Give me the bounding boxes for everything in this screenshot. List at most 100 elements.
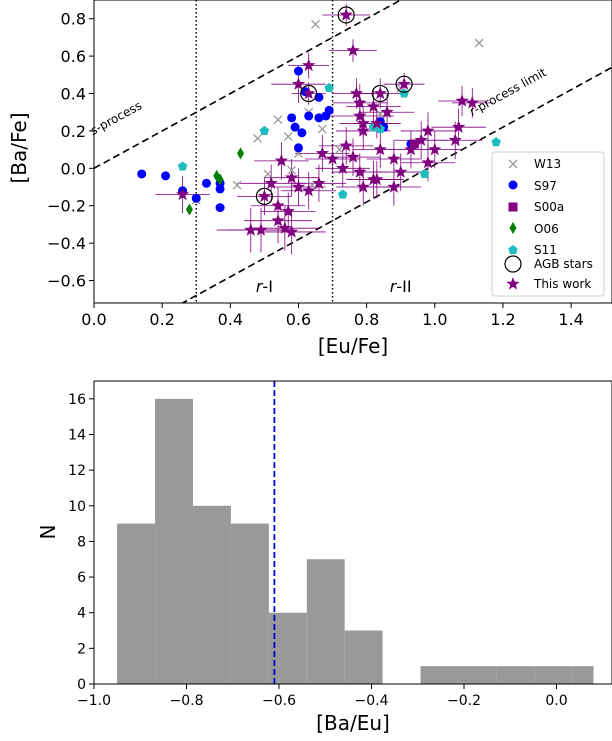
x-tick-label: −0.6	[262, 693, 296, 709]
point-this-work	[285, 224, 299, 238]
legend-label-s97: S97	[534, 179, 557, 193]
point-this-work	[414, 133, 428, 146]
point-this-work	[274, 153, 289, 167]
point-this-work	[366, 99, 381, 113]
r-process-limit-label: r-process limit	[467, 65, 549, 119]
region-label-r-II: r-II	[390, 277, 412, 296]
scatter-panel: r-I r-II s-process r-process limit 0.0 0.…	[7, 0, 612, 358]
y-axis-ticks: 0 2 4 6 8 10 12 14 16	[68, 392, 94, 693]
x-tick-label: 1.0	[422, 310, 447, 329]
histogram-bar	[534, 666, 573, 684]
y-tick-label: 0.4	[61, 85, 86, 104]
point-this-work	[356, 123, 370, 137]
histogram-bar	[420, 666, 459, 684]
legend-label-s11: S11	[534, 243, 557, 257]
legend-marker-this-work	[506, 277, 520, 290]
point-agb-stars	[395, 75, 413, 93]
point-this-work	[302, 183, 316, 197]
point-this-work	[291, 77, 306, 90]
point-o06	[185, 203, 193, 216]
x-tick-label: 0.6	[286, 310, 311, 329]
legend-marker-agb-stars	[504, 255, 522, 273]
legend: W13 S97 S00a O06 S11 AGB stars This work	[491, 151, 605, 297]
histogram-bar	[155, 398, 193, 684]
point-s11	[491, 137, 501, 147]
point-s11	[324, 82, 334, 92]
point-s97	[321, 111, 331, 121]
point-s97	[201, 178, 211, 188]
point-s11	[419, 168, 430, 178]
point-s97	[161, 171, 171, 181]
histogram-bar	[306, 559, 345, 684]
y-tick-label: 6	[77, 570, 86, 586]
legend-label-o06: O06	[534, 222, 559, 236]
x-tick-label: 0.0	[81, 310, 106, 329]
y-tick-label: −0.2	[47, 197, 86, 216]
point-this-work	[404, 142, 418, 156]
point-this-work	[370, 116, 384, 130]
point-this-work	[264, 176, 278, 189]
y-tick-label: 0.0	[61, 159, 86, 178]
point-s97	[293, 143, 303, 153]
point-s11	[399, 88, 409, 98]
x-tick-label: −1.0	[77, 693, 111, 709]
point-this-work	[373, 86, 387, 100]
point-w13	[311, 19, 320, 29]
point-this-work	[455, 94, 469, 107]
point-agb-stars	[300, 84, 318, 103]
legend-marker-s11	[508, 245, 518, 255]
x-tick-label: −0.2	[447, 693, 481, 709]
point-this-work	[346, 43, 360, 57]
point-this-work	[448, 133, 462, 146]
legend-marker-w13	[508, 159, 518, 169]
point-this-work	[285, 170, 299, 184]
y-tick-label: 0.8	[61, 10, 86, 29]
point-this-work	[387, 180, 401, 193]
point-agb-stars	[371, 84, 389, 103]
y-axis-label: [Ba/Fe]	[7, 112, 31, 183]
point-w13	[273, 115, 283, 125]
point-this-work	[339, 138, 353, 152]
point-s97	[215, 203, 225, 213]
region-label-r-I: r-I	[256, 277, 273, 296]
point-this-work	[356, 180, 370, 193]
point-this-work	[421, 123, 435, 137]
y-tick-label: −0.6	[47, 272, 86, 291]
point-s97	[293, 66, 303, 76]
point-this-work	[312, 176, 326, 189]
point-this-work	[387, 151, 401, 165]
legend-label-this-work: This work	[533, 277, 591, 291]
point-s97	[314, 113, 324, 123]
point-this-work	[278, 221, 292, 234]
point-o06	[237, 147, 245, 160]
histogram-bar	[344, 630, 383, 684]
reference-lines	[94, 0, 612, 303]
legend-label-s00a: S00a	[534, 200, 564, 214]
point-this-work	[271, 213, 285, 227]
point-this-work	[353, 95, 367, 109]
y-tick-label: 14	[68, 427, 86, 443]
point-s11	[259, 125, 270, 135]
legend-marker-s00a	[508, 202, 518, 212]
point-this-work	[257, 189, 272, 203]
x-tick-label: 0.2	[149, 310, 174, 329]
point-this-work	[336, 161, 350, 174]
legend-items	[504, 159, 522, 290]
y-tick-label: 0.2	[61, 122, 86, 141]
point-this-work	[291, 180, 306, 193]
y-axis-ticks: −0.6 −0.4 −0.2 0.0 0.2 0.4 0.6 0.8	[47, 10, 94, 291]
point-this-work	[373, 142, 387, 156]
point-this-work	[281, 204, 295, 218]
y-tick-label: 0.6	[61, 47, 86, 66]
x-tick-label: 0.4	[218, 310, 243, 329]
histogram-bar	[117, 523, 156, 684]
error-bars	[155, 3, 493, 255]
y-tick-label: 10	[68, 499, 86, 515]
x-tick-label: 1.4	[558, 310, 583, 329]
point-this-work	[315, 146, 329, 160]
x-tick-label: 0.8	[354, 310, 379, 329]
point-s11	[177, 161, 188, 171]
point-w13	[474, 38, 484, 48]
point-s97	[191, 193, 201, 203]
